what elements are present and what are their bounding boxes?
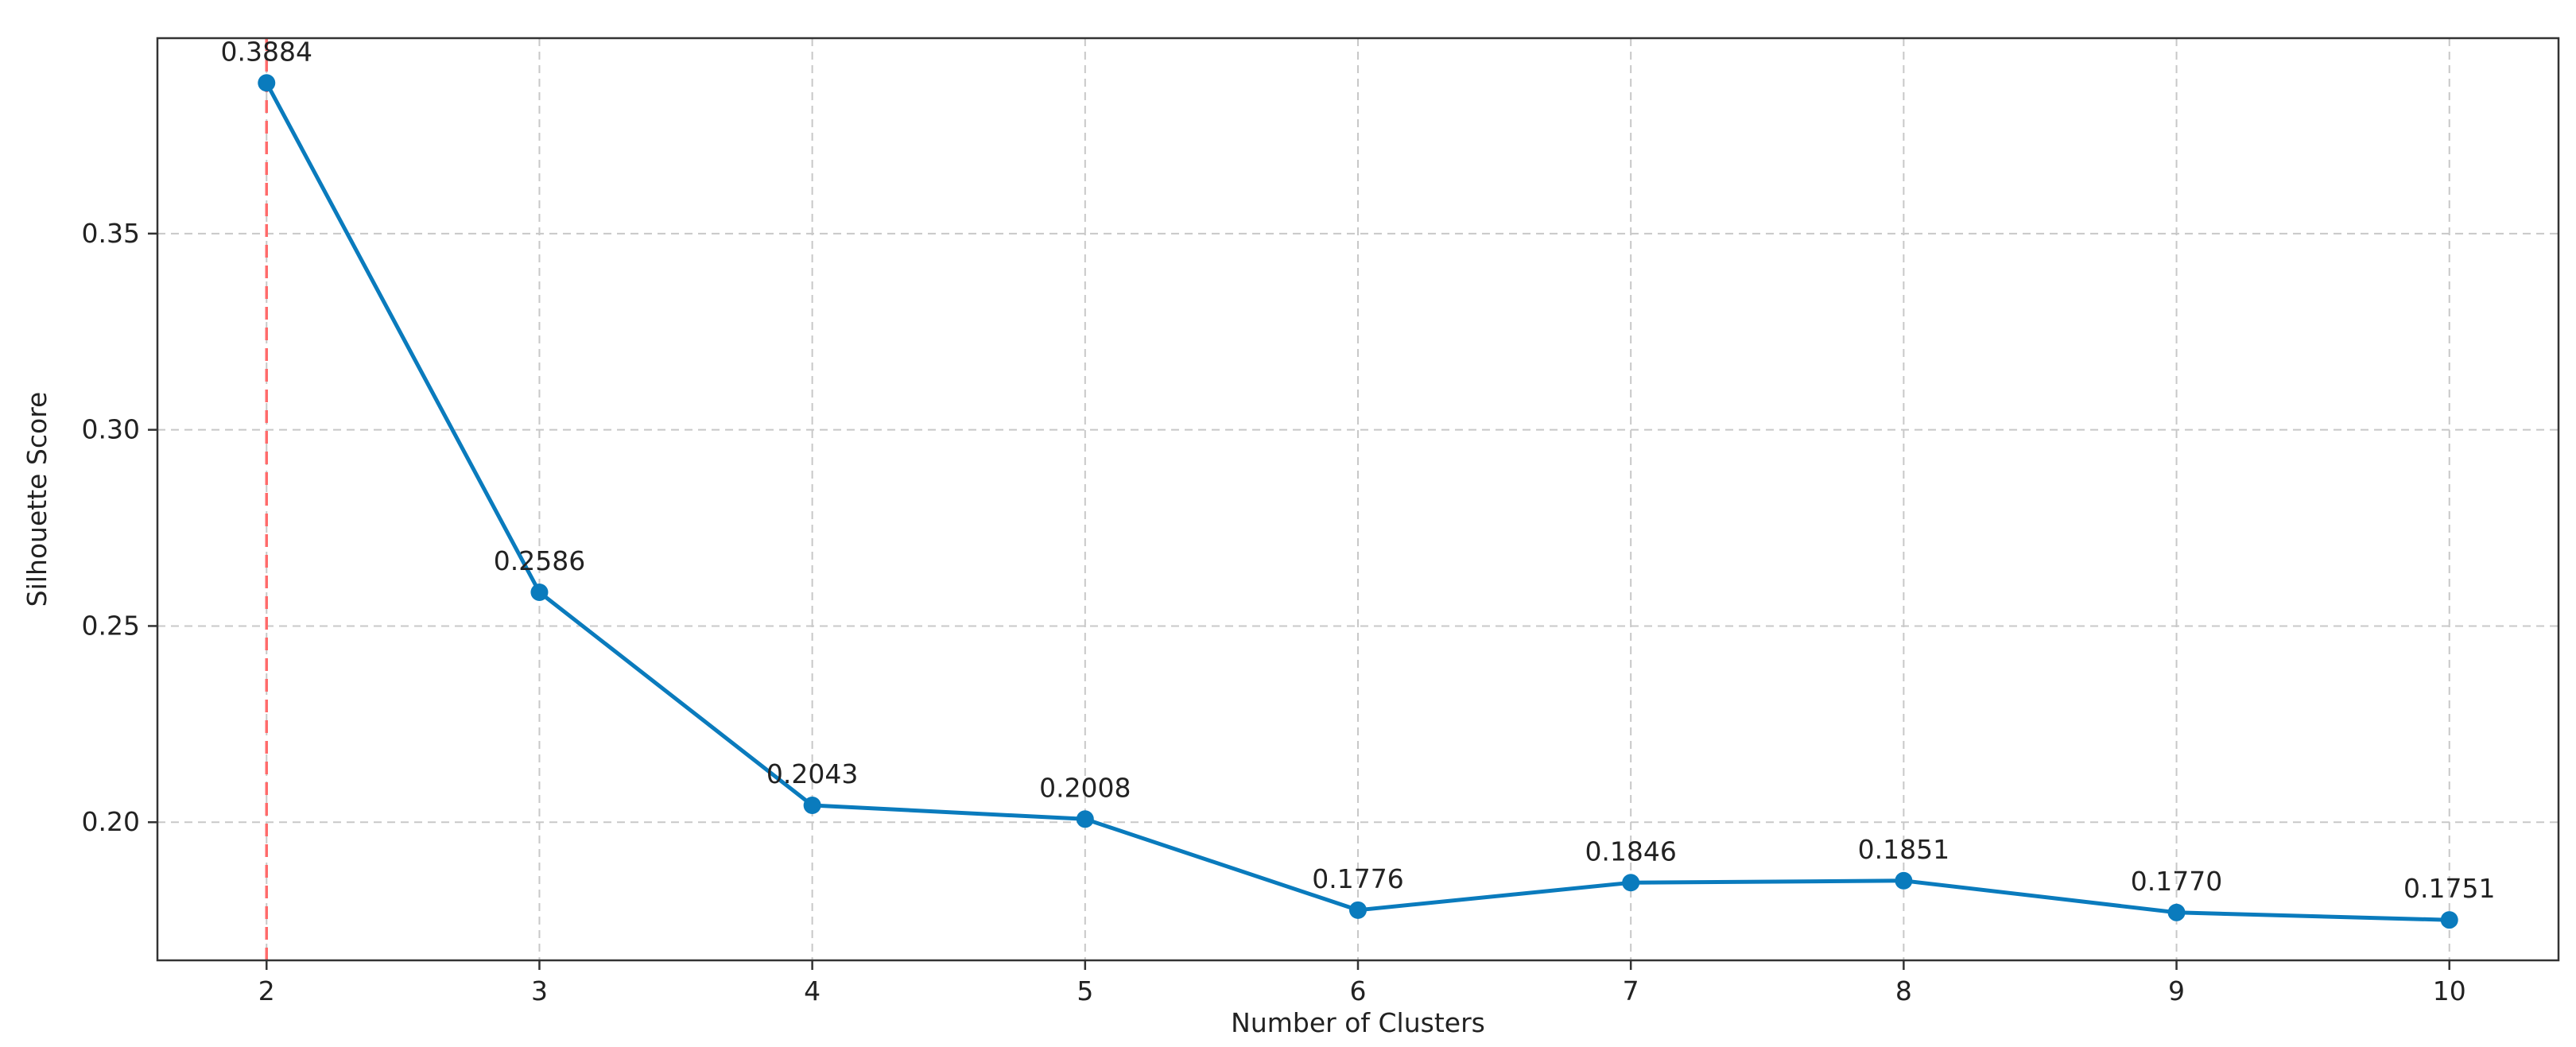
grid-layer bbox=[157, 38, 2559, 960]
data-label: 0.1770 bbox=[2131, 866, 2222, 897]
y-tick-label: 0.20 bbox=[82, 806, 140, 837]
x-tick-label: 9 bbox=[2168, 975, 2185, 1006]
y-tick-label: 0.30 bbox=[82, 414, 140, 445]
x-tick-label: 4 bbox=[804, 975, 821, 1006]
data-point bbox=[2440, 911, 2458, 929]
data-point bbox=[2167, 903, 2186, 921]
data-point bbox=[1622, 874, 1640, 892]
x-tick-label: 3 bbox=[531, 975, 548, 1006]
y-axis-label: Silhouette Score bbox=[21, 392, 52, 607]
data-label: 0.1751 bbox=[2403, 873, 2495, 904]
data-label: 0.1846 bbox=[1585, 836, 1676, 867]
data-label: 0.3884 bbox=[221, 36, 312, 67]
data-label: 0.2008 bbox=[1039, 772, 1131, 803]
data-point bbox=[1895, 871, 1913, 890]
x-tick-label: 2 bbox=[258, 975, 275, 1006]
series-layer bbox=[258, 74, 2458, 929]
x-tick-label: 5 bbox=[1077, 975, 1093, 1006]
data-label: 0.1776 bbox=[1312, 863, 1403, 894]
data-label: 0.1851 bbox=[1858, 834, 1949, 865]
data-label: 0.2586 bbox=[494, 545, 585, 576]
x-tick-label: 7 bbox=[1623, 975, 1639, 1006]
y-tick-layer: 0.20 0.25 0.30 0.35 bbox=[82, 218, 157, 837]
y-tick-label: 0.35 bbox=[82, 218, 140, 249]
x-tick-layer: 2 3 4 5 6 7 8 9 10 bbox=[258, 960, 2466, 1006]
x-tick-label: 6 bbox=[1350, 975, 1367, 1006]
x-tick-label: 10 bbox=[2433, 975, 2466, 1006]
data-point bbox=[1349, 901, 1367, 919]
data-point bbox=[530, 583, 549, 601]
x-tick-label: 8 bbox=[1895, 975, 1912, 1006]
data-label-layer: 0.3884 0.2586 0.2043 0.2008 0.1776 0.1846 0.18… bbox=[221, 36, 2496, 904]
y-tick-label: 0.25 bbox=[82, 610, 140, 641]
data-point bbox=[803, 797, 821, 815]
data-label: 0.2043 bbox=[766, 758, 858, 789]
data-point bbox=[1076, 810, 1094, 828]
data-point bbox=[258, 74, 276, 92]
x-axis-label: Number of Clusters bbox=[1231, 1007, 1485, 1038]
